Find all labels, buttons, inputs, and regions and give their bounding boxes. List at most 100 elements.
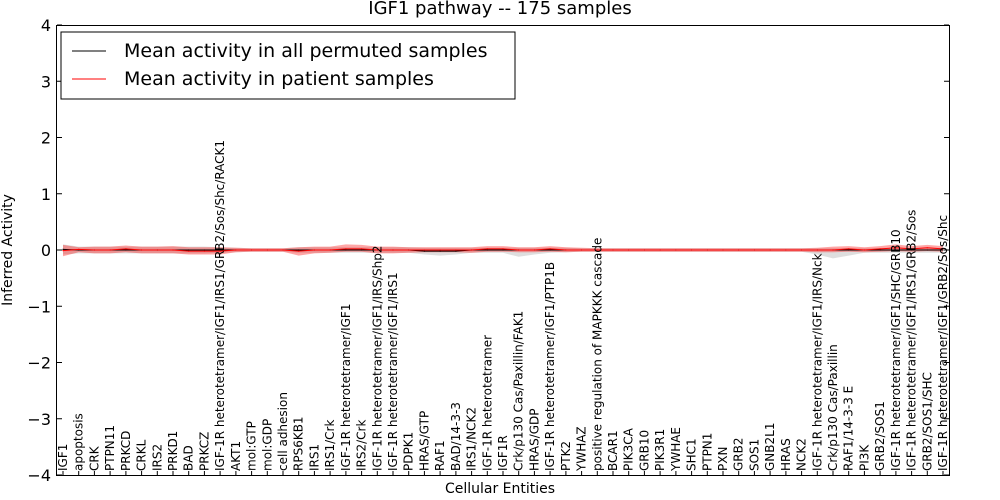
data-point [691,249,693,251]
legend-label: Mean activity in patient samples [124,68,434,90]
data-point [345,249,347,251]
data-point [266,249,268,251]
data-point [313,249,315,251]
x-tick-label: RAF1 [433,440,447,471]
data-point [251,249,253,251]
y-tick-label: 1 [41,185,51,204]
data-point [125,249,127,251]
x-tick-label: BAD [182,445,196,471]
x-tick-label: mol:GDP [260,419,274,471]
y-tick-label: −4 [27,466,51,485]
data-point [188,250,190,252]
x-tick-label: CRKL [135,439,149,471]
data-point [722,249,724,251]
data-point [942,248,944,250]
x-tick-label: IGF-1R heterotetramer/IGF1/IRS/Nck [810,253,824,471]
data-point [203,250,205,252]
data-point [643,249,646,251]
x-tick-label: IGF-1R heterotetramer/IGF1/IRS1/GRB2/Sos… [213,140,227,471]
data-point [706,249,708,251]
data-point [486,248,488,250]
data-point [172,249,174,251]
data-point [62,248,64,250]
data-point [911,249,913,251]
data-point [455,250,457,252]
y-axis-label: Inferred Activity [0,194,16,306]
data-point [486,249,488,251]
x-tick-label: SOS1 [747,439,761,471]
x-tick-label: GNB2L1 [763,423,777,471]
x-tick-label: IGF-1R heterotetramer/IGF1/IRS1/GRB2/Sos [905,210,919,471]
data-point [141,249,143,251]
x-tick-label: PRKCD [119,431,133,471]
data-point [376,249,378,251]
data-point [502,248,504,250]
x-tick-label: IRS2 [150,444,164,471]
x-tick-label: PIK3CA [622,427,636,471]
x-tick-label: PIK3R1 [653,429,667,471]
data-point [282,249,284,251]
x-tick-label: BCAR1 [606,430,620,471]
data-point [895,247,897,249]
x-tick-label: PDPK1 [402,432,416,471]
data-point [219,250,221,252]
data-point [596,249,598,251]
data-point [879,249,881,251]
chart-title: IGF1 pathway -- 175 samples [368,0,631,19]
data-point [769,249,771,251]
x-tick-label: PTPN1 [700,433,714,471]
y-tick-label: 2 [41,129,51,148]
x-tick-label: IRS1/Crk [323,420,337,471]
x-tick-label: positive regulation of MAPKKK cascade [590,238,604,471]
x-tick-label: PXN [716,447,730,471]
data-point [926,247,928,249]
x-tick-label: IRS2/Crk [355,420,369,471]
data-point [785,249,787,251]
data-point [156,249,158,251]
x-tick-label: Crk/p130 Cas/Paxillin [826,344,840,471]
x-tick-label: RAF1/14-3-3 E [842,386,856,471]
x-tick-label: NCK2 [795,438,809,471]
data-point [423,249,425,251]
x-tick-label: PI3K [857,444,871,471]
legend: Mean activity in all permuted samples Mea… [60,31,516,100]
x-tick-label: PRKD1 [166,431,180,471]
x-tick-label: Crk/p130 Cas/Paxillin/FAK1 [512,311,526,471]
x-tick-label: PTK2 [559,441,573,471]
data-point [879,248,881,250]
x-tick-label: HRAS/GDP [527,408,541,471]
data-point [738,249,740,251]
x-tick-label: IGF-1R heterotetramer/IGF1/GRB2/Sos/Shc [936,215,950,471]
data-point [659,249,661,251]
x-tick-label: IGF-1R heterotetramer/IGF1/SHC/GRB10 [889,229,903,471]
data-point [832,249,834,251]
data-point [612,249,614,251]
data-point [408,249,410,251]
x-tick-label: IGF1 [56,444,70,471]
data-point [298,250,300,252]
data-point [628,249,630,251]
plot-frame [56,25,950,476]
x-tick-label: IRS1 [307,444,321,471]
data-point [549,248,551,250]
x-tick-label: IGF-1R heterotetramer/IGF1/IRS1 [386,272,400,471]
data-point [518,249,520,251]
legend-box [60,31,516,100]
data-point [345,248,347,250]
data-point [753,249,756,251]
data-point [863,249,866,251]
data-point [942,249,944,251]
x-tick-label: IGF-1R heterotetramer/IGF1/PTP1B [543,262,557,471]
x-tick-label: AKT1 [229,441,243,471]
data-point [848,249,850,251]
data-point [298,249,300,251]
x-tick-label: YWHAE [669,427,683,472]
x-tick-label: PRKCZ [197,432,211,471]
y-tick-label: 4 [41,16,51,35]
legend-label: Mean activity in all permuted samples [124,40,487,62]
data-point [455,249,457,251]
y-tick-label: 0 [41,241,51,260]
y-tick-label: 3 [41,72,51,91]
data-point [502,249,504,251]
data-point [109,249,111,251]
